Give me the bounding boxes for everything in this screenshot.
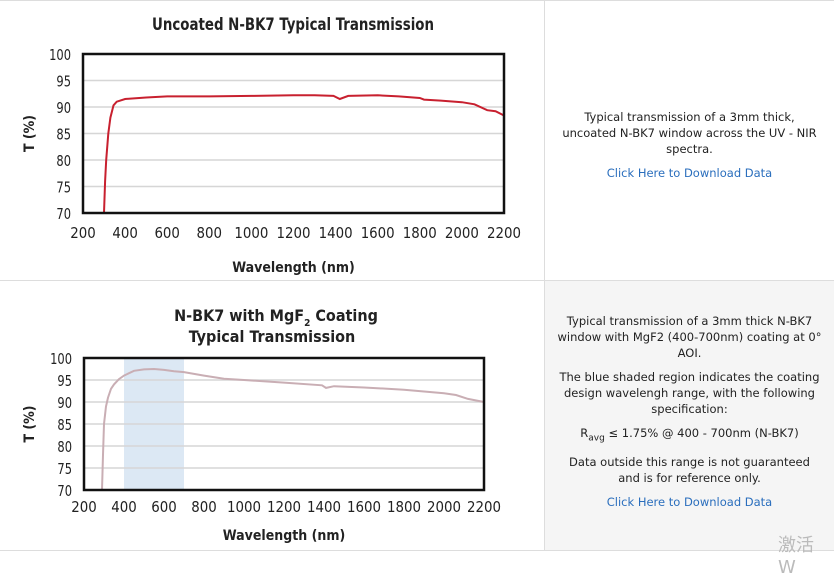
download-data-link[interactable]: Click Here to Download Data (606, 495, 773, 510)
y-tick-label: 95 (57, 373, 72, 390)
x-tick-label: 1600 (347, 498, 381, 516)
y-tick-label: 70 (57, 483, 72, 500)
y-tick-label: 90 (57, 395, 72, 412)
y-tick-label: 70 (56, 206, 71, 223)
x-tick-label: 1000 (234, 224, 268, 242)
x-tick-label: 800 (191, 498, 217, 516)
y-axis-label: T (%) (22, 115, 38, 152)
x-tick-label: 400 (111, 498, 137, 516)
chart-row-mgf2: 70 75 80 85 90 95 100 200 400 600 800 1000 1200 1400 1… (0, 280, 834, 551)
x-tick-label: 200 (71, 498, 97, 516)
x-tick-label: 2200 (487, 224, 521, 242)
transmission-line (103, 94, 505, 214)
x-tick-label: 200 (70, 224, 96, 242)
spec-symbol: R (580, 426, 589, 440)
y-tick-label: 75 (57, 461, 72, 478)
x-tick-label: 1800 (403, 224, 437, 242)
watermark: 激活 W (778, 535, 814, 578)
chart-cell: 70 75 80 85 90 95 100 200 400 600 800 1000 1200 1400 1… (0, 1, 545, 281)
chart-title-line2: Typical Transmission (189, 327, 356, 346)
title-part: N-BK7 with MgF (174, 306, 304, 325)
x-tick-label: 2200 (467, 498, 501, 516)
description-text: The blue shaded region indicates the coa… (559, 370, 820, 416)
uncoated-transmission-chart: 70 75 80 85 90 95 100 200 400 600 800 1000 1200 1400 1… (22, 15, 521, 276)
chart-cell: 70 75 80 85 90 95 100 200 400 600 800 1000 1200 1400 1… (0, 281, 545, 551)
spec-subscript: avg (588, 433, 605, 444)
x-tick-label: 1000 (227, 498, 261, 516)
chart-title-line1: N-BK7 with MgF2 Coating (174, 306, 378, 329)
x-tick-label: 1600 (361, 224, 395, 242)
description-cell: Typical transmission of a 3mm thick, unc… (545, 1, 834, 281)
plot-frame (81, 52, 506, 215)
divider (0, 550, 834, 557)
spec-text: Ravg ≤ 1.75% @ 400 - 700nm (N-BK7) (557, 425, 822, 446)
x-tick-label: 600 (151, 498, 177, 516)
x-tick-label: 800 (197, 224, 223, 242)
y-tick-label: 100 (50, 351, 72, 368)
x-tick-label: 1400 (307, 498, 341, 516)
description-text: Typical transmission of a 3mm thick, unc… (562, 110, 817, 156)
x-tick-label: 2000 (427, 498, 461, 516)
x-tick-label: 1200 (277, 224, 311, 242)
y-tick-label: 80 (56, 153, 71, 170)
x-tick-label: 2000 (445, 224, 479, 242)
x-tick-label: 1800 (387, 498, 421, 516)
chart-row-uncoated: 70 75 80 85 90 95 100 200 400 600 800 1000 1200 1400 1… (0, 0, 834, 281)
chart-title: Uncoated N-BK7 Typical Transmission (152, 15, 434, 35)
plot-frame (82, 356, 486, 492)
y-tick-label: 85 (57, 417, 72, 434)
y-tick-label: 95 (56, 74, 71, 91)
y-tick-label: 80 (57, 439, 72, 456)
y-tick-label: 90 (56, 100, 71, 117)
y-tick-label: 75 (56, 180, 71, 197)
download-data-link[interactable]: Click Here to Download Data (606, 166, 773, 180)
x-tick-label: 1400 (319, 224, 353, 242)
mgf2-transmission-chart: 70 75 80 85 90 95 100 200 400 600 800 1000 1200 1400 1… (22, 306, 501, 544)
title-part: Coating (310, 306, 378, 325)
description-cell: Typical transmission of a 3mm thick N-BK… (545, 281, 834, 551)
disclaimer-text: Data outside this range is not guarantee… (569, 455, 810, 486)
title-subscript: 2 (304, 318, 310, 329)
x-axis-label: Wavelength (nm) (232, 260, 354, 276)
x-axis-label: Wavelength (nm) (223, 528, 345, 544)
y-axis-label: T (%) (22, 405, 38, 442)
y-tick-label: 85 (56, 127, 71, 144)
y-tick-label: 100 (49, 47, 71, 64)
x-tick-label: 400 (112, 224, 138, 242)
transmission-line (101, 367, 485, 491)
description-text: Typical transmission of a 3mm thick N-BK… (557, 314, 822, 360)
x-tick-label: 600 (154, 224, 180, 242)
x-tick-label: 1200 (267, 498, 301, 516)
spec-value: ≤ 1.75% @ 400 - 700nm (N-BK7) (604, 426, 799, 440)
